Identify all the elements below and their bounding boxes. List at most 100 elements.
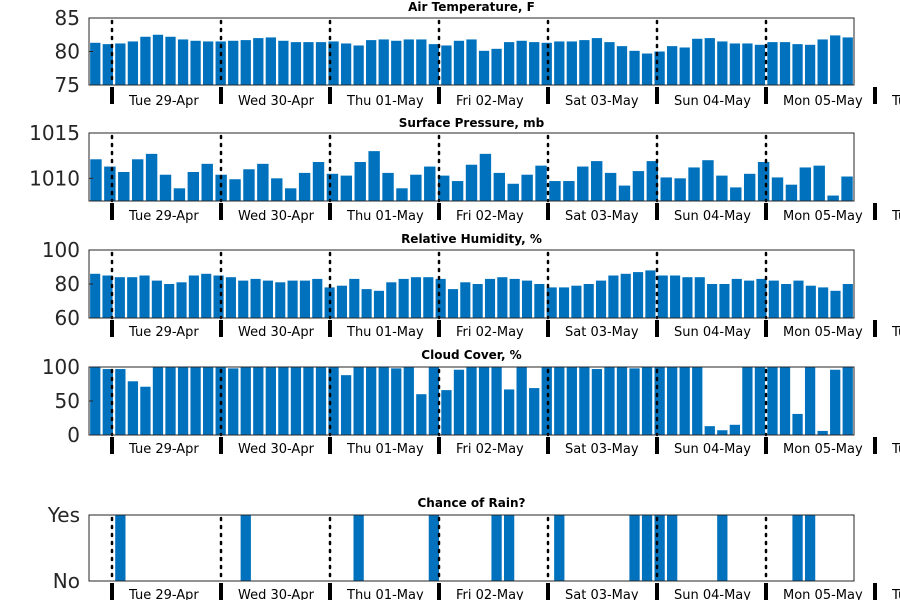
temperature-bar [253,38,264,85]
cloud-cover-bar [767,367,778,435]
temperature-xtick-label: Sat 03-May [565,94,639,109]
cloud-cover-bar [503,389,515,435]
humidity-bar [793,280,804,318]
temperature-bar [152,34,164,85]
humidity-bar [139,275,150,318]
pressure-bar [368,151,380,201]
cloud-cover-bar [152,367,164,435]
temperature-bar [704,38,715,85]
humidity-bar [435,278,446,318]
humidity-bar [275,282,286,318]
pressure-bar [243,169,255,201]
temperature-bar [516,40,527,85]
temperature-bar [203,41,214,85]
pressure-bar [716,175,728,201]
cloud-cover-bar [315,367,327,435]
humidity-bar [497,277,508,318]
pressure-ytick-label: 1010 [29,166,80,190]
cloud-cover-ytick-label: 100 [42,355,80,379]
rain-bar [503,515,515,581]
rain-bar [804,515,816,581]
temperature-bar [541,42,552,85]
pressure-bar [743,173,756,201]
temperature-bar [591,38,603,85]
temperature-bar [754,44,766,85]
cloud-cover-bar [190,367,201,435]
pressure-xtick-label: Thu 01-May [346,209,424,224]
humidity-bar [238,280,249,318]
rain-ytick-label: Yes [47,503,80,527]
pressure-bar [507,183,519,201]
pressure-bar [271,178,283,201]
humidity-bar [398,278,409,318]
pressure-bar [201,163,213,201]
cloud-cover-bar [754,367,766,435]
pressure-bar [187,171,200,201]
temperature-bar [692,38,703,85]
humidity-bar [645,270,656,318]
temperature-xtick-label: Mon 05-May [783,94,863,109]
cloud-cover-bar [115,369,126,435]
humidity-bar [250,278,261,318]
pressure-bar [173,188,186,201]
humidity-bar [830,290,841,318]
humidity-bar [509,278,520,318]
rain-bar [717,515,728,581]
cloud-cover-bar [591,369,603,435]
temperature-bar [391,40,402,85]
rain-xtick-label: Tu [891,588,900,600]
humidity-bar [176,282,187,318]
temperature-bar [842,37,853,85]
humidity-bar [571,285,582,318]
humidity-bar [484,278,496,318]
humidity-bar [287,280,298,318]
humidity-xtick-label: Sun 04-May [674,325,751,340]
pressure-bar [674,178,686,201]
temperature-bar [378,39,389,85]
humidity-bar [447,289,459,318]
pressure-bar [284,188,297,201]
temperature-panel: Air Temperature, F 75 80 85 Tue 29-Apr Wed 30… [55,0,900,109]
temperature-bar [265,37,276,85]
cloud-cover-title: Cloud Cover, % [421,348,521,362]
pressure-bar [340,175,353,201]
cloud-cover-bar [830,369,841,435]
cloud-cover-bar [667,367,678,435]
temperature-bar [403,39,414,85]
humidity-bar [225,277,236,318]
pressure-bar [799,167,812,201]
pressure-xtick-label: Tu [891,209,900,224]
cloud-cover-bar [177,367,189,435]
temperature-bar [503,42,515,85]
cloud-cover-bar [616,367,628,435]
rain-bar [554,515,565,581]
temperature-bar [290,42,302,85]
humidity-panel: Relative Humidity, % 60 80 100 Tue 29-Apr Wed… [42,232,900,340]
rain-bar [115,515,126,581]
cloud-cover-bar [641,367,653,435]
cloud-cover-bar [265,367,276,435]
pressure-bar [410,174,422,201]
pressure-bar [479,153,492,201]
cloud-cover-bar [579,367,590,435]
temperature-ytick-label: 80 [55,40,80,64]
rain-bar [792,515,803,581]
humidity-bar [336,285,347,318]
pressure-bar [382,172,394,201]
humidity-bar [164,284,175,318]
cloud-cover-bar [478,367,490,435]
temperature-ytick-label: 75 [55,73,80,97]
humidity-bar [608,275,619,318]
humidity-ytick-label: 80 [55,272,80,296]
rain-bar [428,515,440,581]
pressure-bar [312,162,325,201]
cloud-cover-bar [428,367,440,435]
temperature-bar [190,40,201,85]
temperature-xtick-label: Tu [891,94,900,109]
pressure-bar [326,173,339,201]
humidity-xtick-label: Tue 29-Apr [128,325,199,340]
cloud-cover-ytick-label: 50 [55,389,80,413]
pressure-bar [437,175,450,201]
temperature-bar [804,44,816,85]
